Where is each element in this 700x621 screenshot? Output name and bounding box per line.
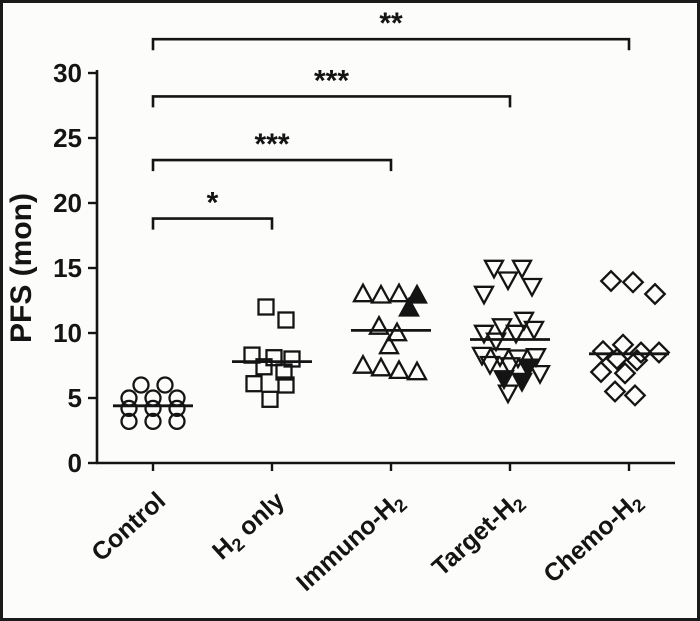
y-tick-label: 20 <box>53 188 82 218</box>
data-point-triangle-down <box>479 355 501 376</box>
data-point-triangle-down <box>491 318 513 339</box>
significance-label: * <box>207 187 219 220</box>
y-tick-label: 15 <box>53 253 82 283</box>
data-point-square <box>277 376 295 394</box>
significance-bracket <box>151 95 512 108</box>
x-category-label: Control <box>86 487 171 567</box>
data-point-diamond <box>643 282 667 306</box>
data-point-square <box>265 349 283 367</box>
data-point-square <box>275 363 293 381</box>
data-point-triangle-down <box>529 364 551 386</box>
significance-label: ** <box>379 7 403 40</box>
data-point-triangle-up <box>378 334 400 355</box>
data-point-triangle-down <box>493 370 515 391</box>
data-point-circle <box>120 399 138 418</box>
data-point-diamond <box>589 360 613 384</box>
data-point-triangle-down <box>525 348 547 369</box>
data-point-triangle-up <box>398 296 420 317</box>
data-point-square <box>257 298 275 316</box>
data-point-diamond <box>623 384 647 407</box>
data-point-square <box>245 375 263 393</box>
data-point-circle <box>120 412 138 431</box>
data-point-triangle-down <box>511 259 533 280</box>
significance-bracket <box>151 37 631 51</box>
significance-label: *** <box>254 128 289 161</box>
data-point-triangle-down <box>499 357 521 378</box>
data-point-triangle-down <box>505 324 527 345</box>
data-point-triangle-up <box>370 356 392 377</box>
data-point-square <box>255 358 273 376</box>
data-point-circle <box>156 376 174 394</box>
data-point-triangle-up <box>406 283 428 304</box>
data-point-diamond <box>603 380 627 403</box>
data-point-square <box>277 311 295 329</box>
data-point-circle <box>132 376 150 394</box>
x-category-label: Target-H2​ <box>427 487 530 584</box>
y-tick-label: 30 <box>53 58 82 88</box>
data-point-triangle-down <box>497 384 519 405</box>
data-point-diamond <box>621 270 645 294</box>
data-point-diamond <box>647 341 671 364</box>
y-axis-label: PFS (mon) <box>5 193 38 343</box>
data-point-triangle-up <box>368 314 390 335</box>
data-point-diamond <box>629 341 653 364</box>
data-point-triangle-down <box>511 372 533 393</box>
data-point-diamond <box>599 269 623 293</box>
data-point-triangle-down <box>483 259 505 280</box>
data-point-diamond <box>625 348 649 372</box>
data-point-triangle-up <box>388 358 410 380</box>
data-point-diamond <box>591 339 615 363</box>
data-point-triangle-down <box>521 277 543 298</box>
data-point-triangle-down <box>497 271 519 292</box>
data-point-square <box>261 390 279 408</box>
x-category-label: H2 only <box>207 487 292 568</box>
data-point-triangle-down <box>523 320 545 341</box>
pfs-dot-plot: 0 5 10 15 20 25 30 PFS (mon) Control H2 only Immun… <box>5 7 675 599</box>
data-point-circle <box>168 399 186 418</box>
x-category-label: Chemo-H2​ <box>538 487 649 591</box>
data-point-triangle-up <box>388 282 410 303</box>
data-point-diamond <box>605 347 629 371</box>
significance-bracket <box>151 217 274 230</box>
significance-bracket <box>151 158 393 172</box>
y-tick-label: 5 <box>68 383 82 413</box>
data-point-triangle-up <box>352 282 374 303</box>
data-point-circle <box>144 412 162 431</box>
data-point-triangle-down <box>485 332 507 353</box>
data-point-circle <box>144 399 162 418</box>
data-point-diamond <box>613 361 637 385</box>
y-tick-label: 0 <box>68 448 82 478</box>
data-point-triangle-up <box>406 360 428 381</box>
data-point-triangle-down <box>473 285 495 306</box>
data-point-circle <box>168 412 186 431</box>
x-category-label: Immuno-H2​ <box>291 487 411 599</box>
y-tick-label: 10 <box>53 318 82 348</box>
data-point-triangle-up <box>386 321 408 342</box>
data-point-triangle-up <box>352 353 374 374</box>
significance-label: *** <box>314 64 349 97</box>
y-tick-label: 25 <box>53 123 82 153</box>
data-point-triangle-up <box>370 283 392 304</box>
